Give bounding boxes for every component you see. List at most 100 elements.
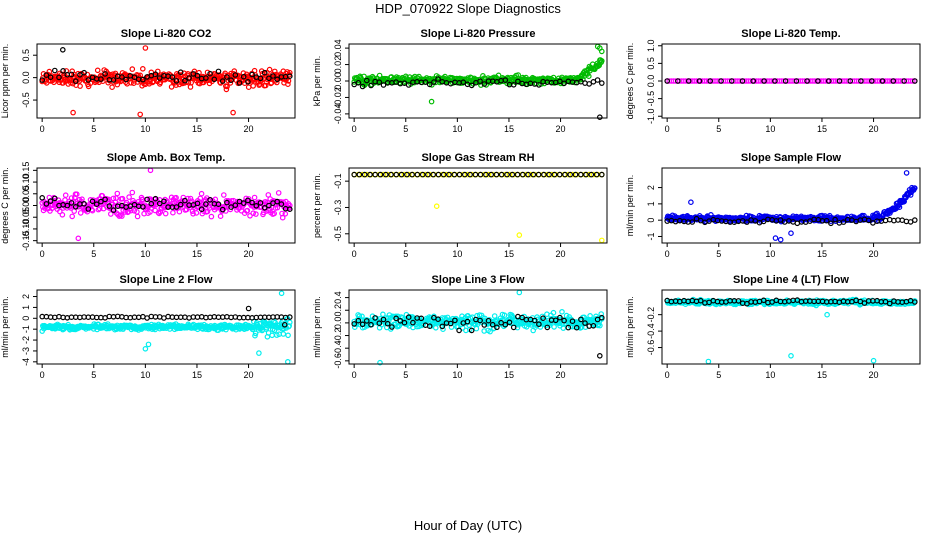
data-point (477, 78, 483, 85)
data-point (664, 78, 671, 84)
data-point (903, 170, 910, 176)
y-tick-label: 1.0 (646, 40, 656, 53)
data-point (519, 314, 525, 321)
y-tick-label: -0.10 (21, 219, 31, 240)
data-point (431, 79, 437, 85)
data-point (502, 321, 509, 328)
data-point (232, 72, 239, 78)
data-point (583, 67, 590, 74)
data-point (530, 171, 537, 178)
plot-frame (661, 167, 921, 244)
data-point (750, 78, 757, 84)
data-point (506, 319, 513, 326)
y-tick-label: 0.0 (21, 71, 31, 84)
data-point (596, 352, 603, 359)
data-point (161, 198, 167, 205)
y-tick-label: -0.2 (333, 328, 343, 344)
x-tick-label: 0 (40, 370, 45, 380)
y-tick-label: -1.0 (646, 108, 656, 124)
data-point (405, 82, 412, 88)
x-tick-label: 0 (40, 124, 45, 134)
y-axis-label: ml/min per min. (625, 296, 635, 358)
data-point (173, 204, 180, 210)
y-tick-label: -4 (21, 358, 31, 366)
data-point (516, 289, 523, 296)
data-point (271, 210, 278, 217)
data-point (68, 71, 75, 78)
data-point (253, 203, 260, 209)
data-point (279, 214, 286, 221)
data-point (285, 78, 292, 84)
data-point (252, 332, 258, 339)
data-point (586, 81, 593, 87)
x-tick-label: 10 (452, 249, 462, 259)
data-point (256, 350, 262, 356)
y-tick-label: 2 (21, 294, 31, 299)
x-tick-label: 20 (556, 249, 566, 259)
x-tick-label: 15 (817, 124, 827, 134)
x-tick-label: 20 (556, 124, 566, 134)
data-point (274, 76, 281, 83)
data-point (435, 76, 441, 82)
data-point (355, 80, 362, 86)
y-tick-label: -0.5 (21, 92, 31, 108)
data-point (356, 171, 363, 178)
series-all (664, 170, 918, 243)
data-point (173, 194, 179, 201)
data-point (351, 171, 358, 178)
data-point (911, 78, 918, 84)
data-point (147, 79, 153, 85)
data-point (114, 190, 121, 197)
data-point (168, 84, 175, 90)
panel-title: Slope Line 2 Flow (120, 274, 213, 286)
y-axis-label: ml/min per min. (0, 296, 10, 358)
panel-title: Slope Line 3 Flow (432, 274, 525, 286)
data-point (59, 212, 66, 218)
y-tick-label: -0.5 (333, 226, 343, 242)
data-point (257, 75, 264, 82)
data-point (718, 78, 724, 84)
data-point (372, 171, 379, 178)
data-point (110, 79, 117, 85)
data-point (285, 81, 291, 88)
data-point (832, 216, 838, 223)
data-point (536, 321, 542, 328)
data-point (569, 318, 576, 325)
y-tick-label: -0.6 (646, 340, 656, 356)
series-all (39, 290, 293, 365)
y-tick-label: 0.4 (333, 291, 343, 304)
data-point (487, 328, 493, 335)
data-point (259, 326, 266, 333)
data-point (207, 197, 213, 203)
data-point (270, 73, 276, 79)
x-tick-label: 5 (716, 370, 721, 380)
data-point (250, 210, 257, 217)
x-tick-label: 15 (817, 370, 827, 380)
data-point (198, 206, 205, 213)
data-point (456, 327, 462, 334)
data-point (266, 202, 272, 209)
data-point (519, 171, 526, 178)
data-point (219, 206, 226, 213)
data-point (152, 71, 159, 78)
y-axis-label: percent per min. (312, 173, 322, 238)
data-point (879, 78, 886, 84)
data-point (489, 321, 496, 328)
data-point (588, 171, 595, 178)
data-point (186, 75, 192, 81)
data-point (240, 73, 247, 80)
data-point (93, 201, 100, 208)
data-point (215, 68, 222, 75)
x-tick-label: 0 (352, 124, 357, 134)
x-tick-label: 20 (244, 124, 254, 134)
data-point (119, 195, 126, 202)
data-point (68, 200, 75, 206)
data-point (393, 171, 400, 178)
y-tick-label: 0.0 (646, 75, 656, 88)
data-point (909, 78, 916, 84)
data-point (359, 321, 366, 328)
data-point (380, 311, 386, 318)
data-point (460, 79, 467, 86)
data-point (565, 324, 572, 331)
data-point (147, 167, 154, 174)
